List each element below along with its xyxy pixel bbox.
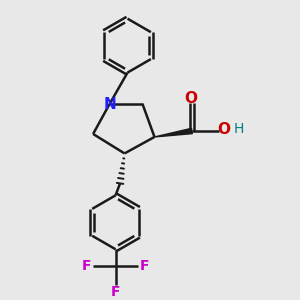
Text: F: F [82,259,91,273]
Text: N: N [103,97,116,112]
Polygon shape [154,128,192,137]
Text: F: F [140,259,149,273]
Text: F: F [111,285,120,299]
Text: O: O [217,122,230,137]
Text: O: O [184,91,197,106]
Text: H: H [233,122,244,136]
